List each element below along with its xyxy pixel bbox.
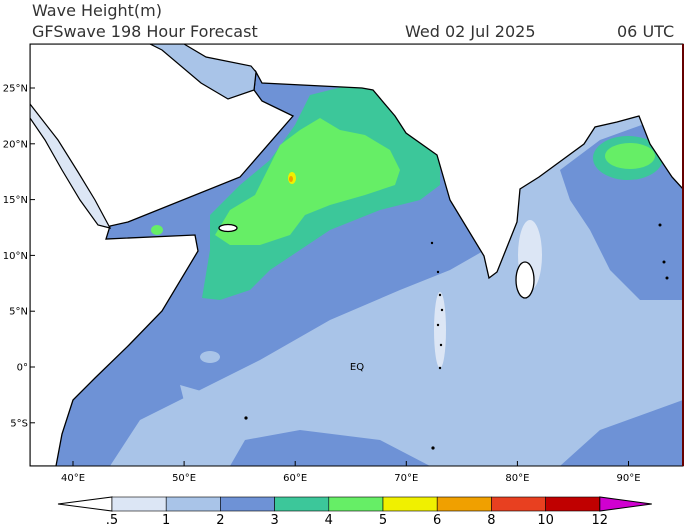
colorbar-segment bbox=[545, 496, 601, 512]
zone-2-3 bbox=[560, 400, 683, 466]
lat-label: 5°S bbox=[10, 418, 28, 429]
lon-label: 90°E bbox=[616, 473, 640, 484]
axes: 40°E 50°E 60°E 70°E 80°E 90°E 25°N 20°N 15°N 10°N… bbox=[3, 84, 641, 485]
colorbar-label: 4 bbox=[325, 513, 333, 525]
colorbar-label: 2 bbox=[216, 513, 224, 525]
colorbar-label: 6 bbox=[433, 513, 441, 525]
colorbar: .5 1 2 3 4 5 6 8 10 12 bbox=[57, 496, 652, 525]
colorbar-segment bbox=[165, 496, 221, 512]
colorbar-label: 1 bbox=[162, 513, 170, 525]
colorbar-segment bbox=[328, 496, 384, 512]
colorbar-segment bbox=[274, 496, 330, 512]
colorbar-segment bbox=[491, 496, 546, 512]
colorbar-label: 8 bbox=[487, 513, 495, 525]
socotra bbox=[218, 223, 238, 233]
red-sea bbox=[30, 103, 112, 229]
islands bbox=[244, 223, 669, 450]
lat-label: 25°N bbox=[3, 84, 28, 95]
subtitle: GFSwave 198 Hour Forecast bbox=[32, 22, 258, 41]
time: 06 UTC bbox=[617, 22, 674, 41]
colorbar-segment bbox=[111, 496, 167, 512]
colorbar-under bbox=[57, 496, 113, 512]
lon-label: 50°E bbox=[172, 473, 196, 484]
zone-4-5 bbox=[215, 118, 400, 245]
zone-0.5-1 bbox=[434, 292, 446, 368]
equator-label: EQ bbox=[350, 362, 364, 373]
lon-label: 40°E bbox=[61, 473, 85, 484]
title: Wave Height(m) bbox=[32, 1, 162, 20]
lon-label: 70°E bbox=[394, 473, 418, 484]
zone-4-5 bbox=[151, 225, 163, 235]
date: Wed 02 Jul 2025 bbox=[405, 22, 536, 41]
lat-label: 15°N bbox=[3, 195, 28, 206]
zone-1-2 bbox=[180, 385, 235, 440]
zone-4-5 bbox=[605, 143, 655, 169]
zone-1-2 bbox=[200, 351, 220, 363]
colorbar-label: .5 bbox=[106, 513, 118, 525]
lon-label: 80°E bbox=[505, 473, 529, 484]
colorbar-segment bbox=[436, 496, 492, 512]
colorbar-segment bbox=[382, 496, 438, 512]
lat-label: 0° bbox=[17, 363, 28, 374]
lat-label: 20°N bbox=[3, 139, 28, 150]
colorbar-label: 10 bbox=[537, 513, 554, 525]
colorbar-segment bbox=[220, 496, 275, 512]
persian-gulf bbox=[149, 44, 257, 100]
lat-label: 5°N bbox=[9, 307, 28, 318]
land bbox=[30, 44, 683, 466]
colorbar-label: 5 bbox=[379, 513, 387, 525]
colorbar-label: 3 bbox=[270, 513, 278, 525]
colorbar-over bbox=[599, 496, 652, 512]
sri-lanka bbox=[515, 261, 535, 299]
lon-label: 60°E bbox=[283, 473, 307, 484]
lat-label: 10°N bbox=[3, 251, 28, 262]
colorbar-label: 12 bbox=[592, 513, 609, 525]
zone-6-8 bbox=[289, 176, 293, 182]
zone-2-3 bbox=[230, 430, 430, 466]
wave-field bbox=[30, 44, 683, 466]
